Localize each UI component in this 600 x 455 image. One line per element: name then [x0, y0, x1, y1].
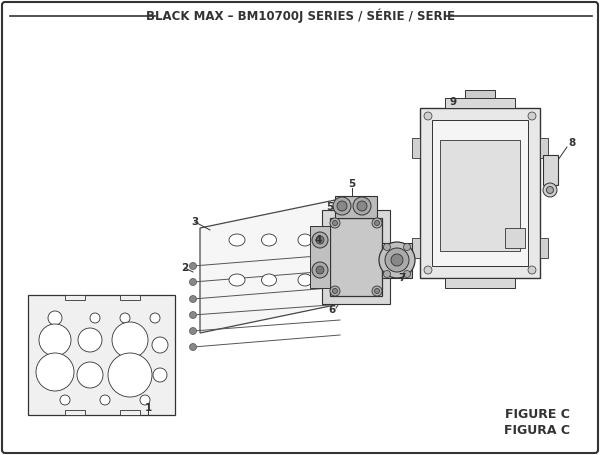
Text: 1: 1: [145, 403, 152, 413]
Circle shape: [153, 368, 167, 382]
Text: 5: 5: [349, 179, 356, 189]
Circle shape: [424, 112, 432, 120]
Circle shape: [528, 266, 536, 274]
Circle shape: [140, 395, 150, 405]
Circle shape: [60, 395, 70, 405]
Polygon shape: [412, 138, 420, 158]
Ellipse shape: [262, 234, 277, 246]
Circle shape: [332, 288, 337, 293]
Circle shape: [372, 286, 382, 296]
Text: 6: 6: [328, 305, 335, 315]
Polygon shape: [310, 226, 330, 288]
Circle shape: [330, 286, 340, 296]
Circle shape: [152, 337, 168, 353]
Circle shape: [374, 221, 380, 226]
Text: BLACK MAX – BM10700J SERIES / SÉRIE / SERIE: BLACK MAX – BM10700J SERIES / SÉRIE / SE…: [146, 9, 455, 23]
Circle shape: [190, 312, 197, 318]
Polygon shape: [445, 278, 515, 288]
Circle shape: [48, 311, 62, 325]
Circle shape: [383, 243, 391, 251]
Text: 9: 9: [449, 97, 457, 107]
Polygon shape: [65, 295, 85, 300]
Circle shape: [372, 218, 382, 228]
Circle shape: [332, 221, 337, 226]
Circle shape: [547, 187, 554, 193]
Polygon shape: [540, 138, 548, 158]
Text: 7: 7: [398, 273, 406, 283]
Polygon shape: [322, 210, 390, 304]
Circle shape: [78, 328, 102, 352]
Circle shape: [357, 201, 367, 211]
Polygon shape: [465, 90, 495, 98]
Polygon shape: [65, 410, 85, 415]
Text: 4: 4: [314, 235, 322, 245]
Polygon shape: [200, 200, 335, 333]
Circle shape: [108, 353, 152, 397]
Circle shape: [316, 266, 324, 274]
Circle shape: [333, 197, 351, 215]
Polygon shape: [445, 98, 515, 108]
Polygon shape: [412, 238, 420, 258]
Text: FIGURE C: FIGURE C: [505, 409, 570, 421]
Ellipse shape: [262, 274, 277, 286]
Polygon shape: [330, 218, 382, 296]
Polygon shape: [543, 155, 558, 185]
Ellipse shape: [298, 234, 312, 246]
Ellipse shape: [298, 274, 312, 286]
Circle shape: [312, 262, 328, 278]
Polygon shape: [432, 120, 528, 266]
Circle shape: [379, 242, 415, 278]
Circle shape: [337, 201, 347, 211]
Ellipse shape: [229, 274, 245, 286]
Circle shape: [374, 288, 380, 293]
Text: FIGURA C: FIGURA C: [504, 424, 570, 436]
Circle shape: [404, 271, 410, 278]
Circle shape: [190, 328, 197, 334]
Polygon shape: [120, 410, 140, 415]
Circle shape: [39, 324, 71, 356]
Circle shape: [120, 313, 130, 323]
Circle shape: [424, 266, 432, 274]
Circle shape: [312, 232, 328, 248]
Circle shape: [150, 313, 160, 323]
Text: 3: 3: [191, 217, 199, 227]
Circle shape: [36, 353, 74, 391]
Polygon shape: [335, 196, 377, 218]
Circle shape: [112, 322, 148, 358]
Polygon shape: [382, 243, 412, 278]
Polygon shape: [420, 108, 540, 278]
Circle shape: [391, 254, 403, 266]
Polygon shape: [540, 238, 548, 258]
Circle shape: [90, 313, 100, 323]
Circle shape: [528, 112, 536, 120]
Circle shape: [385, 248, 409, 272]
Circle shape: [100, 395, 110, 405]
Text: 8: 8: [568, 138, 575, 148]
Text: 5: 5: [326, 202, 334, 212]
Circle shape: [190, 344, 197, 350]
Circle shape: [316, 236, 324, 244]
Circle shape: [353, 197, 371, 215]
Circle shape: [190, 278, 197, 285]
Circle shape: [190, 295, 197, 303]
Circle shape: [330, 218, 340, 228]
Ellipse shape: [229, 234, 245, 246]
Circle shape: [190, 263, 197, 269]
Circle shape: [543, 183, 557, 197]
Text: 2: 2: [181, 263, 188, 273]
Polygon shape: [440, 140, 520, 251]
Polygon shape: [505, 228, 525, 248]
Polygon shape: [28, 295, 175, 415]
Circle shape: [383, 271, 391, 278]
Polygon shape: [120, 295, 140, 300]
Circle shape: [404, 243, 410, 251]
Circle shape: [77, 362, 103, 388]
